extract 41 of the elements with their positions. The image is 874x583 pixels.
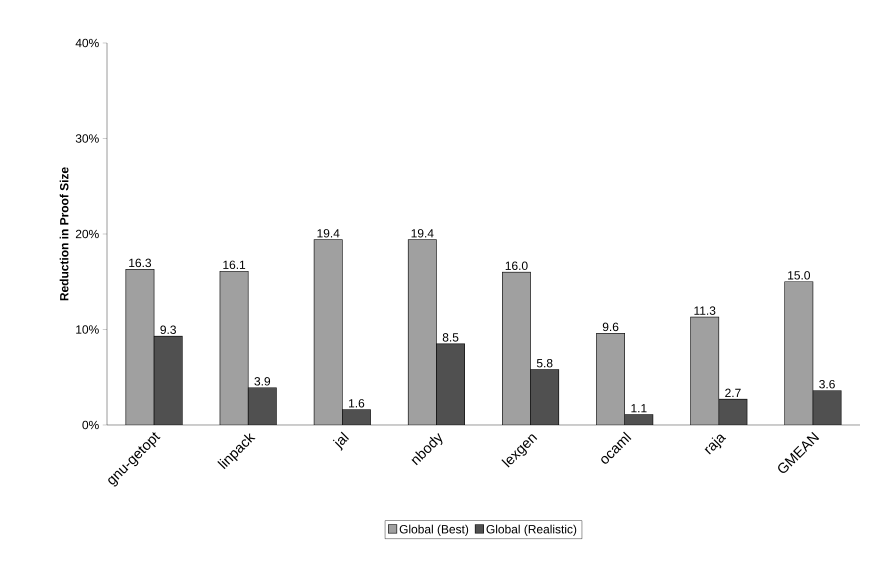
y-tick-label: 30% xyxy=(76,134,99,143)
data-label: 15.0 xyxy=(788,271,810,280)
data-label: 3.9 xyxy=(254,377,270,386)
data-label: 19.4 xyxy=(412,229,434,238)
y-axis-title: Reduction in Proof Size xyxy=(60,167,68,300)
y-tick-label: 0% xyxy=(82,420,99,430)
data-label: 9.6 xyxy=(602,322,618,332)
bar xyxy=(436,344,465,425)
bar xyxy=(812,390,842,425)
data-label: 16.1 xyxy=(223,260,246,270)
bar xyxy=(530,370,559,425)
data-label: 16.3 xyxy=(129,258,152,268)
data-label: 9.3 xyxy=(160,326,176,334)
data-label: 11.3 xyxy=(694,306,716,315)
bar xyxy=(408,240,436,425)
y-tick-label: 40% xyxy=(76,38,99,48)
bar xyxy=(718,399,748,425)
data-label: 1.1 xyxy=(631,404,647,412)
bar xyxy=(314,240,342,425)
bar xyxy=(690,317,719,425)
x-tick-label: jal xyxy=(332,432,349,451)
bar xyxy=(126,269,154,425)
data-label: 19.4 xyxy=(317,229,340,238)
legend-label: Global (Realistic) xyxy=(486,524,576,536)
data-label: 5.8 xyxy=(536,358,552,368)
bar xyxy=(784,281,814,425)
bar xyxy=(502,272,531,425)
data-label: 2.7 xyxy=(725,388,741,398)
bar xyxy=(596,333,625,425)
legend-label: Global (Best) xyxy=(400,524,468,536)
y-tick-label: 10% xyxy=(76,325,99,334)
data-label: 3.6 xyxy=(819,380,835,388)
x-tick-label: raja xyxy=(704,434,726,455)
bar xyxy=(342,410,371,425)
bar xyxy=(154,336,182,425)
data-label: 1.6 xyxy=(349,399,364,408)
y-tick-label: 20% xyxy=(76,230,99,238)
data-label: 16.0 xyxy=(506,262,528,270)
bar xyxy=(220,271,248,425)
data-label: 8.5 xyxy=(442,333,458,342)
bar xyxy=(248,388,276,425)
